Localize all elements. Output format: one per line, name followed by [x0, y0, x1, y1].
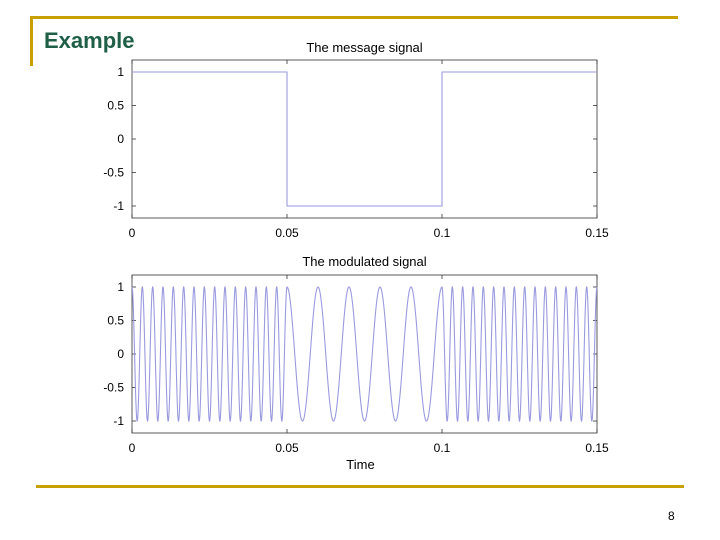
- chart-0-xtick-label: 0.05: [275, 226, 299, 240]
- chart-1-ytick-label: 1: [117, 280, 124, 294]
- chart-0-xtick-label: 0.1: [434, 226, 451, 240]
- chart-0-xtick-label: 0: [129, 226, 136, 240]
- chart-0-series-line: [132, 71, 597, 207]
- chart-1-xtick-label: 0: [129, 441, 136, 455]
- chart-0-ytick-label: -1: [113, 199, 124, 213]
- bottom-rule: [36, 485, 684, 488]
- chart-1-series-line: [131, 285, 598, 423]
- chart-1-ytick-label: 0.5: [107, 314, 124, 328]
- chart-1-xtick-label: 0.1: [434, 441, 451, 455]
- chart-1-xlabel: Time: [346, 457, 374, 472]
- chart-0-ytick-label: 0: [117, 132, 124, 146]
- top-rule: [30, 16, 678, 19]
- chart-0-ytick-label: 0.5: [107, 99, 124, 113]
- chart-1-ytick-label: -0.5: [103, 381, 124, 395]
- left-rule: [30, 16, 33, 66]
- chart-0-ytick-label: 1: [117, 65, 124, 79]
- slide-title: Example: [44, 28, 135, 53]
- chart-0-ytick-label: -0.5: [103, 166, 124, 180]
- chart-0-xtick-label: 0.15: [585, 226, 609, 240]
- chart-0-title: The message signal: [306, 40, 422, 55]
- chart-1-ytick-label: 0: [117, 347, 124, 361]
- chart-1-ytick-label: -1: [113, 414, 124, 428]
- page-number: 8: [668, 509, 675, 523]
- chart-0-axes-box: [131, 59, 598, 219]
- chart-1-title: The modulated signal: [302, 254, 426, 269]
- chart-1-xtick-label: 0.05: [275, 441, 299, 455]
- chart-1-xtick-label: 0.15: [585, 441, 609, 455]
